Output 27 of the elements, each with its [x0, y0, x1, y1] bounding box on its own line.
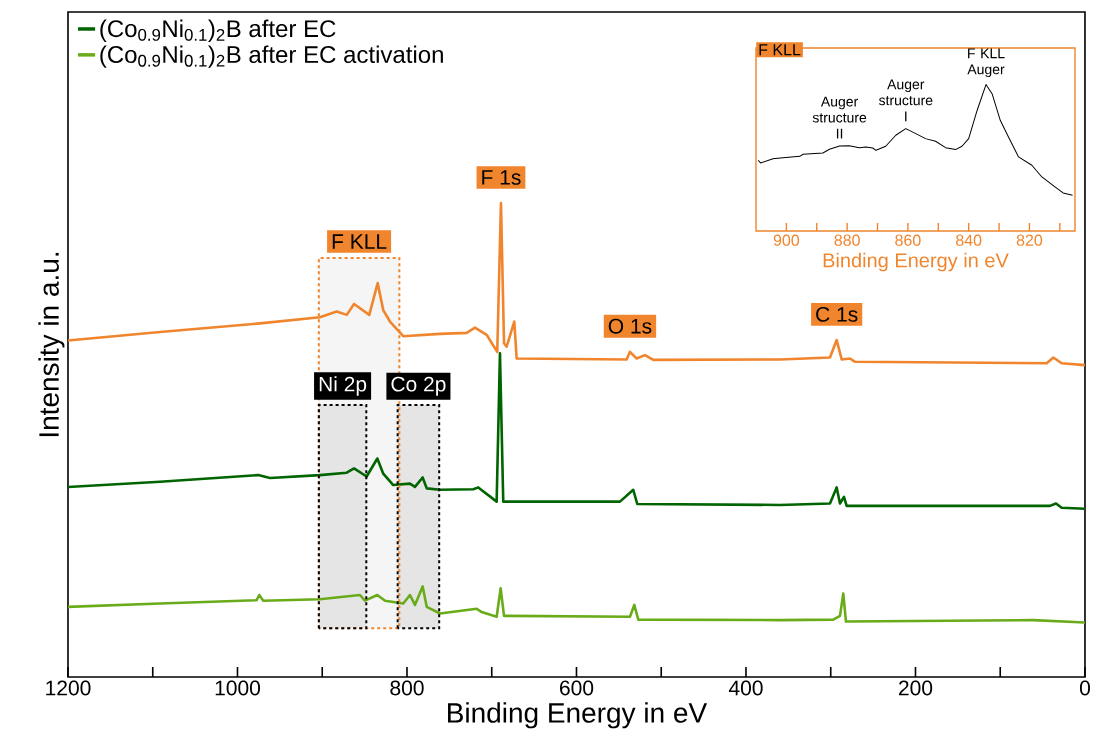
x-tick-label: 400 [728, 680, 763, 696]
x-tick-label: 900 [773, 234, 800, 246]
annotation: C 1s [816, 306, 858, 322]
x-tick-label: 600 [560, 680, 594, 696]
x-tick-label: 860 [895, 234, 921, 246]
x-tick-label: 1000 [215, 680, 261, 696]
x-tick-label: 880 [834, 234, 860, 246]
y-axis-title: Intensity in a.u. [38, 252, 65, 437]
band-label: Co 2p [391, 376, 446, 396]
annotation: F KLL Auger [967, 48, 1005, 78]
x-tick-label: 820 [1016, 234, 1043, 246]
annotation: F 1s [482, 170, 521, 185]
annotation: Auger structure I [878, 79, 933, 122]
x-tick-label: 0 [1079, 680, 1090, 696]
x-tick-label: 840 [956, 234, 982, 246]
x-tick-label: 200 [899, 680, 933, 696]
legend-label: (Co$_{0.9}$Ni$_{0.1}$)$_{2}$B after EC activation [100, 45, 443, 68]
chart-title: F KLL [759, 44, 801, 56]
annotation: O 1s [608, 318, 652, 334]
band-label: Ni 2p [319, 376, 367, 396]
x-tick-label: 1200 [46, 680, 91, 696]
x-tick-label: 800 [390, 680, 424, 696]
x-axis-title: Binding Energy in eV [823, 252, 1009, 272]
x-axis-title: Binding Energy in eV [448, 702, 708, 729]
band-label: F KLL [332, 234, 387, 249]
annotation: Auger structure II [812, 96, 867, 139]
legend-label: (Co$_{0.9}$Ni$_{0.1}$)$_{2}$B after EC [100, 19, 336, 42]
